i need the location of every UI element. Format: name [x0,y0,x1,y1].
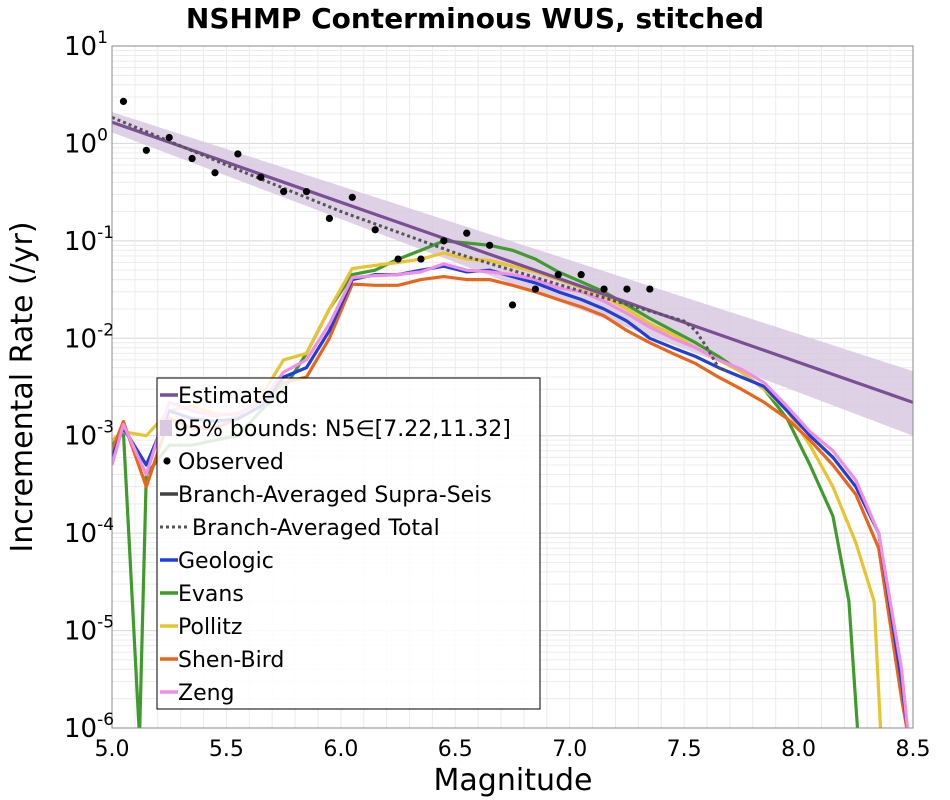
legend: Estimated 95% bounds: N5∈[7.22,11.32] Obse… [156,377,541,710]
y-tick-base: 10 [64,519,97,549]
x-tick-label: 8.5 [896,737,931,762]
y-tick-exponent: 1 [97,28,108,48]
observed-point [348,193,356,201]
x-tick-label: 7.5 [667,737,702,762]
legend-label: Evans [178,582,244,607]
observed-point [508,301,517,309]
observed-point [142,146,150,154]
legend-item: Pollitz [160,615,242,640]
x-tick-label: 6.0 [323,737,358,762]
y-tick-exponent: -1 [97,223,114,243]
observed-point [531,285,539,293]
legend-label: Zeng [178,681,235,706]
legend-box [156,377,541,710]
legend-label: Branch-Averaged Supra-Seis [178,483,492,508]
y-tick-exponent: -6 [97,710,114,730]
series-line-estimated [112,120,913,404]
legend-item: Estimated [160,384,289,409]
x-ticks: 5.0 5.5 6.0 6.5 7.0 7.5 8.0 8.5 [95,737,931,762]
series-line-branch-averaged-total [112,116,731,374]
observed-point [188,154,196,163]
legend-label: Shen-Bird [178,648,284,673]
observed-point [280,188,288,196]
x-axis-label: Magnitude [434,763,593,798]
legend-item: Geologic [160,549,274,574]
legend-label: Geologic [178,549,274,574]
legend-item: Shen-Bird [160,648,284,673]
legend-item: Zeng [160,681,235,706]
legend-label: Estimated [178,384,289,409]
observed-point [302,188,311,196]
y-tick-base: 10 [64,129,97,159]
legend-label: Observed [178,450,284,475]
y-tick-base: 10 [64,324,97,354]
observed-point [325,214,334,223]
y-tick-exponent: -2 [97,320,114,340]
observed-point [165,133,173,142]
y-tick-exponent: 0 [97,125,108,145]
legend-item: Branch-Averaged Supra-Seis [160,483,492,508]
observed-point [211,169,219,177]
y-tick-label: 10-6 [64,710,114,744]
y-tick-base: 10 [64,227,97,257]
observed-point [394,255,402,263]
observed-point [234,150,242,158]
observed-point [463,229,471,237]
plot-frame [111,45,914,729]
x-tick-label: 5.5 [209,737,244,762]
y-tick-label: 10-3 [64,418,114,452]
observed-point [257,173,265,181]
y-tick-label: 101 [64,28,108,62]
legend-swatch [160,420,172,436]
observed-point [646,285,654,293]
observed-point [623,285,631,293]
legend-label: Pollitz [178,615,242,640]
legend-label: Branch-Averaged Total [192,516,440,541]
legend-item: Branch-Averaged Total [160,516,440,541]
x-tick-label: 8.0 [781,737,816,762]
observed-point [486,241,494,249]
y-axis-label: Incremental Rate (/yr) [5,221,40,552]
y-tick-base: 10 [64,422,97,452]
legend-swatch [163,457,171,465]
points-layer [119,97,654,309]
y-tick-exponent: -5 [97,613,114,633]
legend-item: Evans [160,582,244,607]
observed-point [577,271,585,279]
y-tick-base: 10 [64,32,97,62]
y-tick-label: 10-1 [64,223,114,257]
y-tick-exponent: -3 [97,418,114,438]
observed-point [119,97,128,106]
observed-point [371,226,379,234]
observed-point [600,285,608,293]
x-tick-label: 5.0 [95,737,130,762]
legend-label: 95% bounds: N5∈[7.22,11.32] [174,417,511,442]
x-tick-label: 7.0 [552,737,587,762]
y-tick-label: 10-4 [64,515,114,549]
observed-point [440,237,448,245]
observed-point [554,271,562,279]
legend-item: Observed [163,450,284,475]
y-tick-base: 10 [64,617,97,647]
observed-point [417,255,425,263]
y-tick-base: 10 [64,714,97,744]
y-tick-label: 10-5 [64,613,114,647]
legend-item: 95% bounds: N5∈[7.22,11.32] [160,417,511,442]
y-tick-label: 100 [64,125,108,159]
y-tick-label: 10-2 [64,320,114,354]
y-tick-exponent: -4 [97,515,114,535]
chart-title: NSHMP Conterminous WUS, stitched [186,2,764,35]
x-tick-label: 6.5 [438,737,473,762]
